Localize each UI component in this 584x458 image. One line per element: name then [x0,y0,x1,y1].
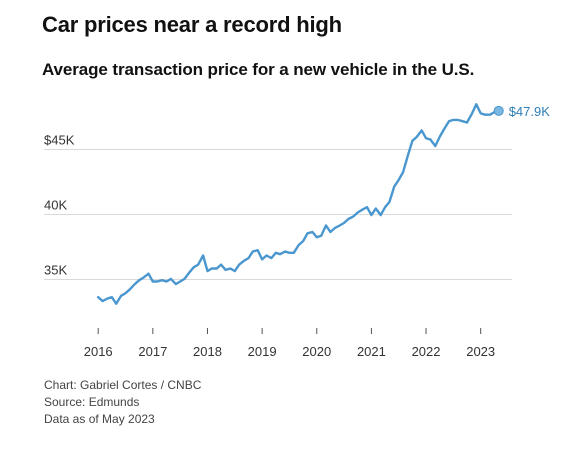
x-axis-ticks: 2016 2017 2018 2019 2020 2021 2022 2023 [84,328,495,359]
y-axis-ticks: 35K 40K $45K [44,133,75,278]
x-tick-label: 2022 [412,344,441,359]
x-tick-label: 2016 [84,344,113,359]
last-point-marker [493,105,504,116]
chart-subtitle: Average transaction price for a new vehi… [42,60,475,79]
y-tick-label: 35K [44,263,67,278]
source-line: Source: Edmunds [44,395,140,409]
credit-line: Chart: Gabriel Cortes / CNBC [44,378,202,392]
x-tick-label: 2020 [302,344,331,359]
grid-lines [44,149,512,280]
end-value-label: $47.9K [509,104,551,119]
x-tick-label: 2017 [138,344,167,359]
data-date-line: Data as of May 2023 [44,412,155,426]
chart-headline: Car prices near a record high [42,12,342,37]
series-line [96,103,500,305]
x-tick-label: 2021 [357,344,386,359]
x-tick-label: 2019 [248,344,277,359]
y-tick-label: $45K [44,133,75,148]
x-tick-label: 2023 [466,344,495,359]
x-tick-label: 2018 [193,344,222,359]
series-layer: $47.9K [96,103,551,305]
y-tick-label: 40K [44,198,67,213]
